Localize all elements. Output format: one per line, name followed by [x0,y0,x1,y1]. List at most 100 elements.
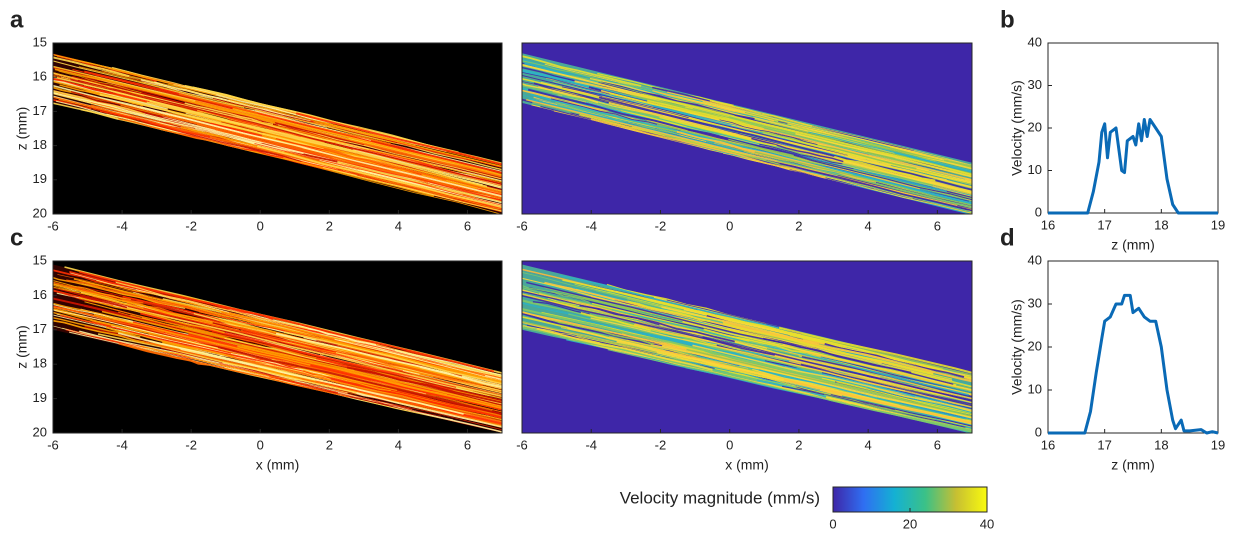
streak [255,360,331,380]
streak [722,322,934,375]
streak [819,389,972,425]
streak [53,309,257,358]
y-tick-label: 17 [33,321,47,336]
y-tick-label: 19 [33,390,47,405]
streak [522,284,590,303]
streak [53,276,174,306]
streak [682,321,972,391]
streak [795,132,972,178]
y-tick-label: 40 [1028,34,1042,49]
streak [722,320,972,383]
colorbar-tick-label: 0 [829,516,836,531]
image [522,261,972,433]
y-tick-label: 10 [1028,381,1042,396]
streak [754,151,972,206]
y-tick-label: 40 [1028,252,1042,267]
streak [79,296,225,334]
colorbar-tick-label: 40 [980,516,994,531]
y-tick-label: 15 [33,252,47,267]
streak [70,78,198,112]
streak [778,326,972,374]
streak [656,123,826,167]
y-tick-label: 20 [1028,119,1042,134]
streak [72,59,217,96]
panel-0: -6 -4 -2 0 2 4 6 15 16 17 18 19 20 z (mm) a [10,6,503,233]
streak [184,102,274,126]
streak [646,99,764,130]
streak [616,340,785,381]
streak [53,98,389,183]
streak [758,369,967,420]
streak [322,166,502,212]
x-tick-label: -6 [516,218,528,233]
x-tick-label: 2 [795,218,802,233]
y-tick-label: 0 [1035,204,1042,219]
streak [609,92,775,134]
x-tick-label: 16 [1041,437,1055,452]
x-tick-label: -6 [516,437,528,452]
streak [642,93,972,176]
panel-label: a [10,6,24,33]
y-axis-label: z (mm) [14,325,30,369]
streak [53,287,323,353]
streak [713,148,972,214]
streak [748,340,972,393]
streak [301,378,502,426]
streak [536,327,713,371]
streak [58,70,142,93]
streak [291,383,502,433]
y-tick-label: 19 [33,171,47,186]
streak [83,274,221,309]
streak [78,66,396,144]
streak [634,323,911,391]
streak [522,89,609,112]
streak [142,121,302,163]
streak [275,153,502,212]
streak [53,56,130,78]
streak [54,68,276,124]
streak [608,102,972,193]
y-tick-label: 0 [1035,424,1042,439]
streak [580,312,651,332]
axes-box [52,260,503,434]
streak [823,394,972,431]
streak [346,366,502,404]
x-tick-label: -6 [47,218,59,233]
streak [607,349,972,433]
streak [801,333,972,376]
streak [703,328,822,358]
streak [225,132,331,160]
streak [719,119,818,145]
panel-3: -6 -4 -2 0 2 4 6 15 16 17 18 19 20 x (mm) z (mm) c [10,224,503,473]
x-tick-label: -6 [47,437,59,452]
colorbar-tick-label: 20 [903,516,917,531]
colorbar-label: Velocity magnitude (mm/s) [620,488,820,507]
x-tick-label: 4 [395,437,402,452]
streak [522,277,953,382]
colorbar [832,486,988,513]
y-axis-label: z (mm) [14,107,30,151]
streak [682,338,823,374]
streak [537,293,696,333]
streak [195,339,502,413]
streak [526,98,958,207]
streak [579,304,735,343]
streak [833,155,936,182]
streak [762,132,972,185]
streak [110,308,337,364]
x-tick-label: 16 [1041,217,1055,232]
x-tick-label: -4 [585,218,597,233]
streak [598,96,972,191]
streak [590,118,826,179]
streak [570,74,735,117]
panel-1: -6 -4 -2 0 2 4 6 [516,42,973,233]
streak [228,308,502,376]
x-axis-label: x (mm) [725,457,769,473]
streak [232,107,502,176]
streak [692,344,972,413]
streak [254,143,502,206]
streak [53,66,374,146]
streak [522,74,848,156]
streak [251,120,502,183]
